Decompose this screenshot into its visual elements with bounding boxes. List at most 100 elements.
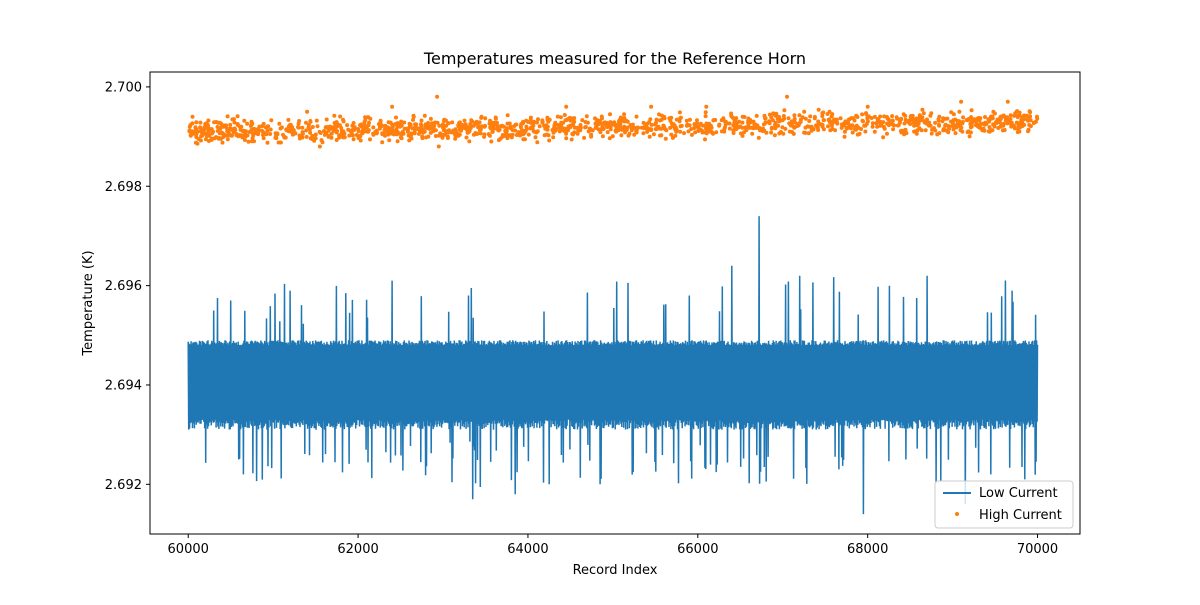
high-current-point (428, 130, 433, 135)
high-current-point (394, 115, 398, 120)
high-current-point (457, 127, 462, 132)
high-current-point (912, 118, 917, 123)
high-current-point (261, 121, 266, 126)
high-current-point (332, 128, 337, 133)
high-current-point (997, 120, 1002, 125)
high-current-point (777, 131, 782, 136)
high-current-point (750, 131, 755, 136)
high-current-point (875, 124, 880, 129)
high-current-point (749, 125, 754, 130)
high-current-point (957, 119, 962, 124)
high-current-point (478, 131, 483, 136)
high-current-point (409, 136, 414, 141)
high-current-point (917, 113, 922, 118)
high-current-point (886, 121, 891, 126)
high-current-point (465, 127, 469, 132)
high-current-point (509, 135, 514, 140)
high-current-point (418, 129, 423, 134)
high-current-point (838, 116, 843, 121)
legend-high-current-label: High Current (979, 508, 1062, 523)
high-current-point (520, 121, 525, 126)
high-current-point (289, 130, 294, 134)
high-current-point (727, 126, 732, 131)
high-current-point (220, 140, 225, 145)
high-current-point (188, 133, 193, 138)
legend-low-current-label: Low Current (979, 486, 1058, 501)
high-current-point (381, 131, 386, 136)
high-current-point (865, 115, 870, 120)
high-current-point (606, 123, 611, 128)
high-current-point (212, 136, 217, 141)
high-current-point (943, 122, 948, 127)
high-current-point (852, 118, 857, 123)
high-current-point (769, 126, 774, 131)
high-current-point (951, 112, 956, 117)
high-current-point (266, 124, 271, 129)
high-current-point (787, 129, 792, 134)
legend: Low Current High Current (934, 480, 1074, 529)
high-current-point (624, 128, 629, 133)
high-current-point (514, 133, 519, 137)
high-current-point (960, 129, 965, 134)
high-current-point (326, 133, 331, 138)
high-current-point (656, 124, 661, 129)
high-current-point (496, 128, 501, 133)
high-current-point (850, 123, 855, 128)
high-current-point (912, 123, 917, 128)
high-current-point (413, 122, 418, 127)
high-current-point (928, 113, 933, 118)
high-current-point (854, 113, 859, 118)
high-current-point (483, 116, 488, 121)
high-current-point (864, 112, 869, 117)
high-current-point (496, 138, 501, 143)
high-current-point (669, 132, 674, 137)
high-current-point (850, 130, 855, 135)
high-current-point (422, 129, 427, 134)
high-current-point (225, 137, 230, 142)
high-current-point (395, 139, 400, 144)
high-current-point (537, 124, 542, 129)
high-current-point (255, 127, 260, 132)
high-current-point (304, 128, 309, 133)
high-current-point (974, 123, 978, 128)
high-current-point (1007, 117, 1012, 122)
high-current-point (456, 124, 461, 129)
y-axis-label: Temperature (K) (81, 250, 96, 356)
high-current-point (677, 110, 682, 115)
high-current-point (882, 114, 887, 119)
x-axis: 60000 62000 64000 66000 68000 70000 (168, 534, 1058, 557)
high-current-point (457, 121, 462, 125)
high-current-point (264, 132, 269, 137)
high-current-point (493, 116, 498, 121)
high-current-point (207, 127, 211, 131)
high-current-point (872, 129, 877, 134)
high-current-point (206, 118, 211, 123)
high-current-point (689, 127, 694, 131)
high-current-point (245, 121, 250, 126)
high-current-point (439, 132, 444, 137)
high-current-point (456, 132, 461, 137)
high-current-point (662, 124, 667, 129)
high-current-point (202, 127, 207, 131)
high-current-point (668, 125, 673, 130)
high-current-point (821, 118, 826, 122)
high-current-point (727, 121, 732, 126)
high-current-point (389, 131, 394, 136)
high-current-point (390, 122, 395, 127)
high-current-point (1027, 123, 1032, 127)
high-current-point (305, 109, 310, 114)
high-current-point (396, 121, 401, 126)
high-current-point (218, 121, 223, 126)
high-current-point (194, 120, 199, 125)
high-current-point (920, 107, 925, 112)
high-current-point (634, 129, 639, 134)
high-current-point (732, 127, 737, 132)
high-current-point (869, 116, 874, 120)
high-current-point (987, 125, 992, 130)
high-current-point (402, 120, 407, 125)
high-current-point (636, 125, 641, 130)
high-current-point (551, 135, 556, 140)
high-current-point (324, 125, 329, 129)
high-current-point (596, 122, 601, 127)
